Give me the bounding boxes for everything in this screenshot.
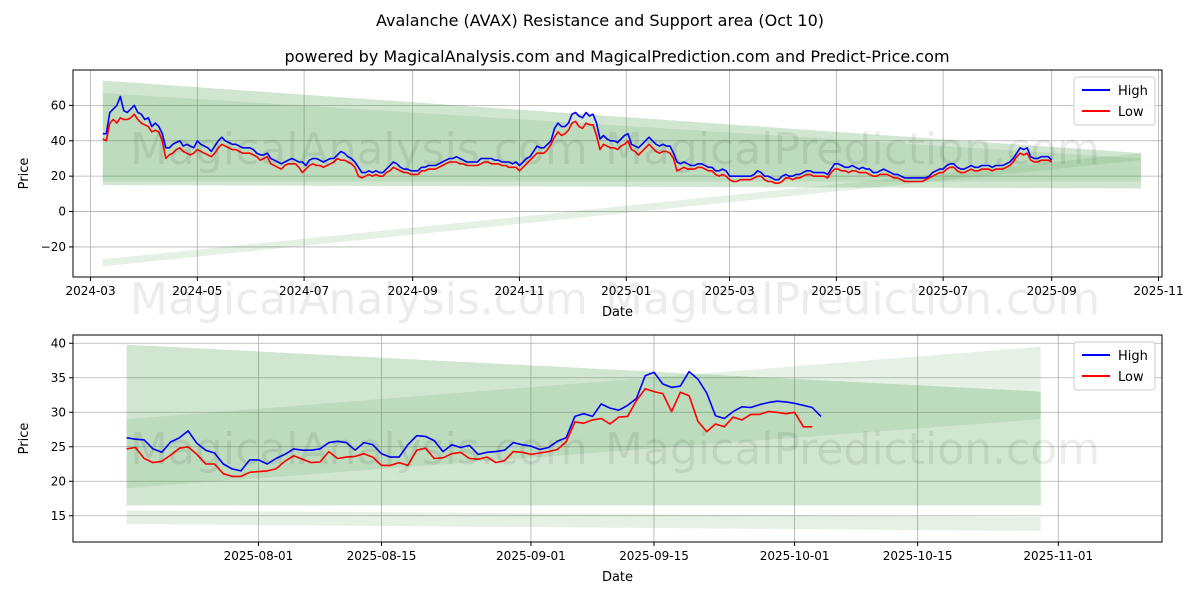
chart-subtitle: powered by MagicalAnalysis.com and Magic… <box>284 47 949 66</box>
series-line-high <box>102 95 1053 181</box>
x-tick-label-0: 2024-03 <box>65 284 115 298</box>
y-tick-label-5: 40 <box>51 336 66 350</box>
x-axis-label: Date <box>602 305 633 320</box>
y-tick-label-4: 60 <box>51 98 66 112</box>
x-tick-label-6: 2025-11-01 <box>1023 549 1093 563</box>
x-axis-label: Date <box>602 570 633 585</box>
x-tick-label-9: 2025-09 <box>1027 284 1077 298</box>
support-resistance-band-2 <box>102 153 1141 267</box>
x-tick-label-0: 2025-08-01 <box>224 549 294 563</box>
axes-frame <box>72 69 1163 278</box>
y-tick-label-0: −20 <box>41 240 66 254</box>
x-tick-label-4: 2024-11 <box>494 284 544 298</box>
legend-label-low: Low <box>1118 105 1144 120</box>
y-tick-label-3: 30 <box>51 405 66 419</box>
watermark-mid-left: MagicalAnalysis.com <box>130 274 588 325</box>
support-resistance-band-1 <box>126 346 1041 489</box>
series-line-low <box>126 388 813 478</box>
x-tick-label-3: 2025-09-15 <box>619 549 689 563</box>
axes-frame <box>72 334 1163 543</box>
x-tick-label-3: 2024-09 <box>388 284 438 298</box>
x-tick-label-2: 2024-07 <box>279 284 329 298</box>
x-tick-label-7: 2025-05 <box>811 284 861 298</box>
series-line-high <box>126 370 822 472</box>
x-tick-label-2: 2025-09-01 <box>496 549 566 563</box>
x-tick-label-1: 2025-08-15 <box>347 549 417 563</box>
watermark-top-right: MagicalPrediction.com <box>605 124 1100 175</box>
support-resistance-band-2 <box>126 510 1041 531</box>
watermark-top-left: MagicalAnalysis.com <box>130 124 588 175</box>
watermark-bottom-left: MagicalAnalysis.com <box>130 424 588 475</box>
x-tick-label-5: 2025-01 <box>601 284 651 298</box>
watermark-mid-right: MagicalPrediction.com <box>605 274 1100 325</box>
legend-label-high: High <box>1118 84 1148 99</box>
x-tick-label-10: 2025-11 <box>1133 284 1183 298</box>
series-group <box>126 370 822 478</box>
x-tick-label-4: 2025-10-01 <box>760 549 830 563</box>
y-tick-label-1: 20 <box>51 474 66 488</box>
top-chart-panel: 2024-03 2024-05 2024-07 2024-09 2024-11 2025-… <box>17 69 1184 320</box>
bottom-chart-panel: 2025-08-01 2025-08-15 2025-09-01 2025-09-15… <box>17 334 1163 585</box>
y-tick-label-2: 25 <box>51 440 66 454</box>
support-resistance-band-0 <box>102 80 1141 189</box>
x-tick-label-5: 2025-10-15 <box>883 549 953 563</box>
y-tick-label-4: 35 <box>51 371 66 385</box>
y-tick-label-1: 0 <box>58 205 66 219</box>
series-line-low <box>102 113 1053 184</box>
legend-label-low: Low <box>1118 370 1144 385</box>
chart-title: Avalanche (AVAX) Resistance and Support … <box>376 11 824 30</box>
y-axis-label: Price <box>17 423 32 455</box>
y-axis-label: Price <box>17 158 32 190</box>
y-tick-label-2: 20 <box>51 169 66 183</box>
support-resistance-band-0 <box>126 344 1041 506</box>
watermark-bottom-right: MagicalPrediction.com <box>605 424 1100 475</box>
y-tick-label-3: 40 <box>51 134 66 148</box>
band-group <box>126 344 1041 531</box>
x-tick-label-6: 2025-03 <box>704 284 754 298</box>
x-tick-label-8: 2025-07 <box>918 284 968 298</box>
y-tick-label-0: 15 <box>51 509 66 523</box>
x-tick-label-1: 2024-05 <box>172 284 222 298</box>
series-group <box>102 95 1053 184</box>
legend-label-high: High <box>1118 349 1148 364</box>
